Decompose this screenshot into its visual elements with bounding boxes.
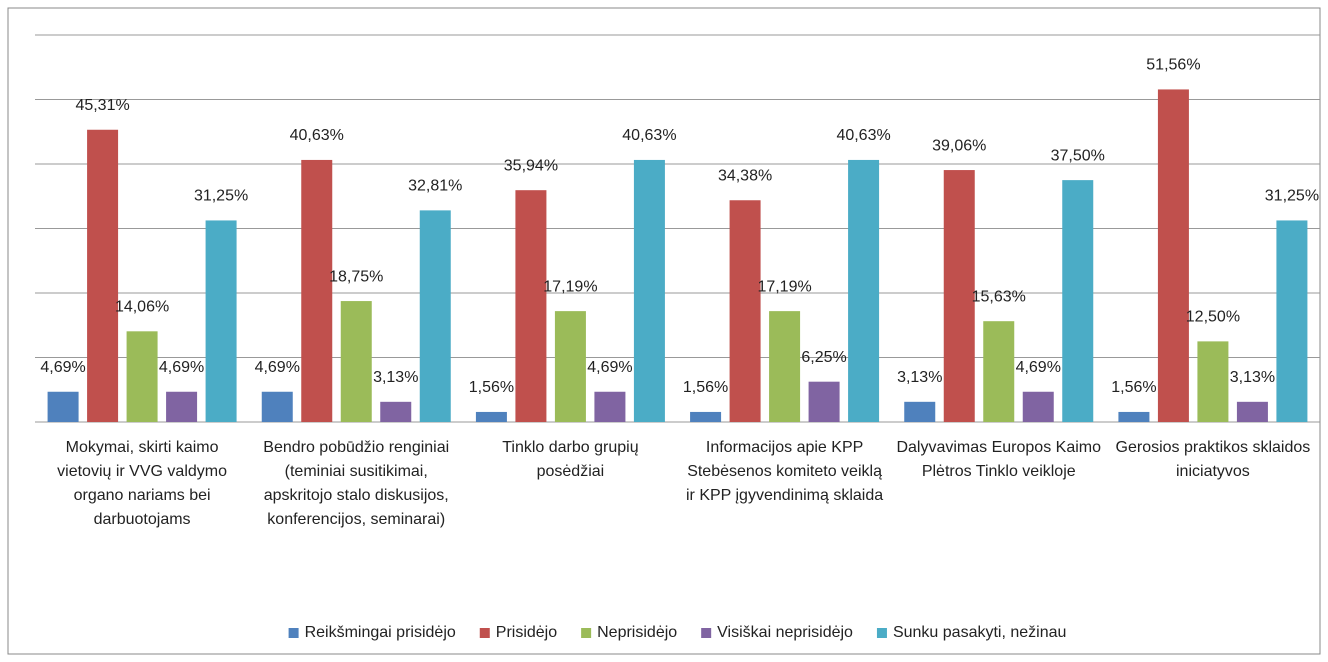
data-label: 35,94% bbox=[504, 157, 558, 174]
bar bbox=[690, 411, 722, 422]
bar bbox=[1157, 89, 1189, 423]
x-tick-label: Dalyvavimas Europos Kaimo Plėtros Tinklo… bbox=[896, 439, 1101, 480]
bar bbox=[47, 391, 79, 422]
data-label: 12,50% bbox=[1186, 309, 1240, 326]
data-label: 39,06% bbox=[932, 137, 986, 154]
x-tick-label: Informacijos apie KPP Stebėsenos komitet… bbox=[686, 439, 884, 504]
data-label: 40,63% bbox=[290, 127, 344, 144]
bar bbox=[983, 321, 1015, 422]
bar bbox=[1118, 411, 1150, 422]
data-label: 14,06% bbox=[115, 299, 169, 316]
bar bbox=[594, 391, 626, 422]
legend-swatch bbox=[876, 628, 887, 638]
data-label: 1,56% bbox=[683, 379, 728, 396]
legend-swatch bbox=[288, 628, 299, 638]
x-tick-label: Bendro pobūdžio renginiai (teminiai susi… bbox=[263, 439, 450, 528]
bar bbox=[166, 391, 198, 422]
data-label: 4,69% bbox=[159, 359, 204, 376]
data-label: 45,31% bbox=[75, 97, 129, 114]
bar bbox=[261, 391, 293, 422]
x-tick-label: Gerosios praktikos sklaidos iniciatyvos bbox=[1115, 439, 1311, 480]
data-label: 4,69% bbox=[255, 359, 300, 376]
data-label: 6,25% bbox=[801, 349, 846, 366]
data-label: 4,69% bbox=[40, 359, 85, 376]
legend-label: Neprisidėjo bbox=[597, 624, 677, 641]
data-label: 17,19% bbox=[757, 278, 811, 295]
bar bbox=[475, 411, 507, 422]
bar bbox=[515, 190, 547, 422]
bar bbox=[126, 331, 158, 422]
data-label: 32,81% bbox=[408, 178, 462, 195]
data-label: 17,19% bbox=[543, 278, 597, 295]
bar bbox=[554, 311, 586, 422]
data-label: 4,69% bbox=[587, 359, 632, 376]
bar bbox=[808, 381, 840, 422]
bar bbox=[904, 401, 936, 422]
bar bbox=[1022, 391, 1054, 422]
bar bbox=[1276, 220, 1308, 422]
x-tick-label: Tinklo darbo grupių posėdžiai bbox=[502, 439, 639, 480]
bar bbox=[633, 159, 665, 422]
data-label: 31,25% bbox=[1265, 188, 1319, 205]
bar bbox=[848, 159, 880, 422]
bar bbox=[1062, 180, 1094, 422]
data-label: 1,56% bbox=[1111, 379, 1156, 396]
data-label: 4,69% bbox=[1016, 359, 1061, 376]
data-label: 40,63% bbox=[836, 127, 890, 144]
data-label: 1,56% bbox=[469, 379, 514, 396]
legend-label: Sunku pasakyti, nežinau bbox=[893, 624, 1066, 641]
bar bbox=[340, 301, 372, 422]
bar bbox=[419, 210, 451, 422]
data-label: 40,63% bbox=[622, 127, 676, 144]
legend-label: Prisidėjo bbox=[496, 624, 557, 641]
bar bbox=[1197, 341, 1229, 422]
bar bbox=[943, 170, 975, 422]
bar bbox=[1236, 401, 1268, 422]
data-label: 3,13% bbox=[373, 369, 418, 386]
data-label: 51,56% bbox=[1146, 57, 1200, 74]
data-label: 31,25% bbox=[194, 188, 248, 205]
data-label: 15,63% bbox=[972, 288, 1026, 305]
bar bbox=[729, 200, 761, 422]
legend-swatch bbox=[581, 628, 592, 638]
x-tick-label: Mokymai, skirti kaimo vietovių ir VVG va… bbox=[57, 439, 227, 528]
data-label: 3,13% bbox=[1230, 369, 1275, 386]
bar bbox=[769, 311, 801, 422]
bar bbox=[301, 159, 333, 422]
chart-border bbox=[7, 7, 1321, 655]
bar bbox=[380, 401, 412, 422]
data-label: 3,13% bbox=[897, 369, 942, 386]
data-label: 37,50% bbox=[1051, 147, 1105, 164]
data-label: 18,75% bbox=[329, 268, 383, 285]
data-label: 34,38% bbox=[718, 167, 772, 184]
legend-swatch bbox=[701, 628, 712, 638]
bar bbox=[87, 129, 119, 423]
legend-label: Visiškai neprisidėjo bbox=[717, 624, 853, 641]
legend-swatch bbox=[479, 628, 490, 638]
legend-label: Reikšmingai prisidėjo bbox=[305, 624, 456, 641]
bar bbox=[205, 220, 237, 422]
